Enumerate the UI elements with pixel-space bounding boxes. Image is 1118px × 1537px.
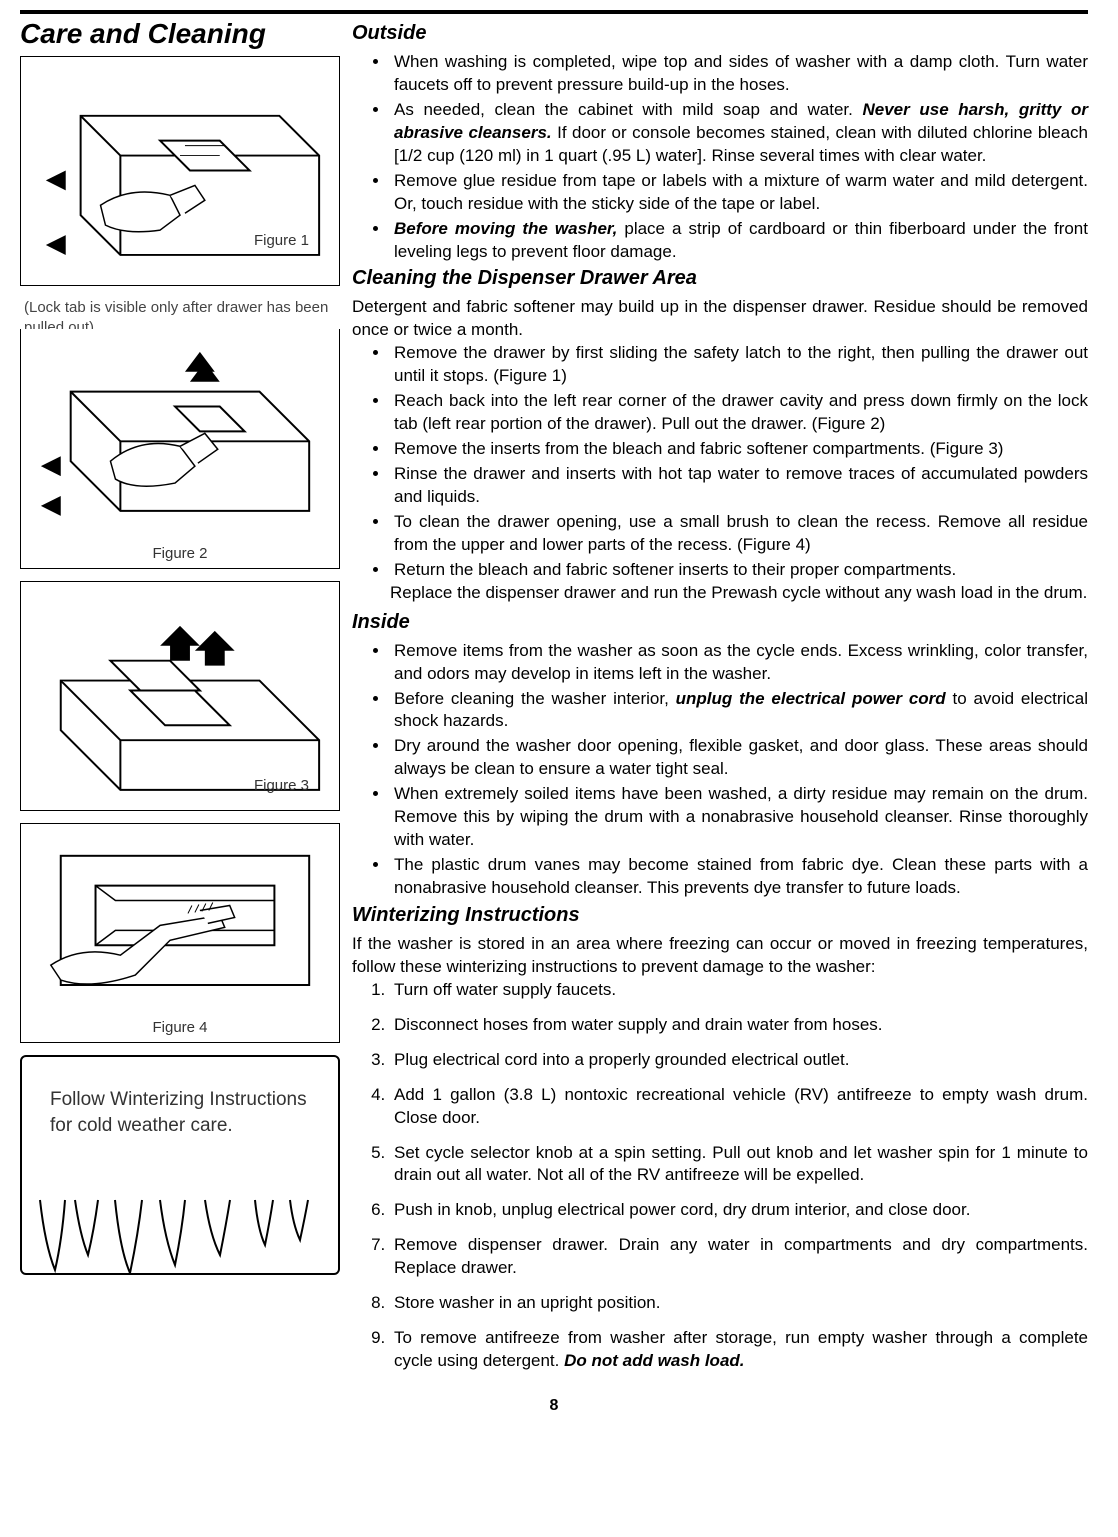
list-item: To clean the drawer opening, use a small… <box>390 511 1088 557</box>
list-item: Before moving the washer, place a strip … <box>390 218 1088 264</box>
list-item: Remove dispenser drawer. Drain any water… <box>390 1234 1088 1280</box>
list-item: Rinse the drawer and inserts with hot ta… <box>390 463 1088 509</box>
winterizing-steps: Turn off water supply faucets. Disconnec… <box>352 979 1088 1373</box>
list-item: Turn off water supply faucets. <box>390 979 1088 1002</box>
arrow-up-icon <box>195 631 235 666</box>
list-item: Remove the drawer by first sliding the s… <box>390 342 1088 388</box>
figure-4-caption: Figure 4 <box>152 1015 207 1042</box>
list-item: Reach back into the left rear corner of … <box>390 390 1088 436</box>
arrow-icon <box>46 235 66 255</box>
outside-list: When washing is completed, wipe top and … <box>352 51 1088 263</box>
list-item: Store washer in an upright position. <box>390 1292 1088 1315</box>
top-rule <box>20 10 1088 14</box>
icicle-icon <box>22 1195 338 1275</box>
arrow-icon <box>46 171 66 191</box>
dispenser-list: Remove the drawer by first sliding the s… <box>352 342 1088 581</box>
list-item: Plug electrical cord into a properly gro… <box>390 1049 1088 1072</box>
list-item: To remove antifreeze from washer after s… <box>390 1327 1088 1373</box>
list-item: Dry around the washer door opening, flex… <box>390 735 1088 781</box>
inside-list: Remove items from the washer as soon as … <box>352 640 1088 900</box>
winterizing-intro: If the washer is stored in an area where… <box>352 933 1088 979</box>
arrow-up-icon <box>160 626 200 661</box>
list-item: Push in knob, unplug electrical power co… <box>390 1199 1088 1222</box>
list-item: Remove items from the washer as soon as … <box>390 640 1088 686</box>
arrow-icon <box>41 457 61 477</box>
list-item: When washing is completed, wipe top and … <box>390 51 1088 97</box>
figure-1-caption: Figure 1 <box>254 228 309 255</box>
heading-dispenser: Cleaning the Dispenser Drawer Area <box>352 265 1088 292</box>
winterizing-callout: Follow Winterizing Instructions for cold… <box>20 1055 340 1275</box>
list-item: Remove glue residue from tape or labels … <box>390 170 1088 216</box>
figure-1-box: Figure 1 <box>20 56 340 286</box>
page-content: Care and Cleaning Figure 1 <box>20 18 1088 1385</box>
dispenser-continue: Replace the dispenser drawer and run the… <box>352 582 1088 605</box>
figure-3-box: Figure 3 <box>20 581 340 811</box>
figure-2-illustration <box>21 332 339 541</box>
list-item: Set cycle selector knob at a spin settin… <box>390 1142 1088 1188</box>
heading-inside: Inside <box>352 609 1088 636</box>
list-item: Remove the inserts from the bleach and f… <box>390 438 1088 461</box>
list-item: The plastic drum vanes may become staine… <box>390 854 1088 900</box>
page-number: 8 <box>20 1397 1088 1415</box>
list-item: Before cleaning the washer interior, unp… <box>390 688 1088 734</box>
figure-2-box: Figure 2 <box>20 329 340 569</box>
right-column: Outside When washing is completed, wipe … <box>352 18 1088 1385</box>
figure-4-illustration <box>21 826 339 1015</box>
list-item: Return the bleach and fabric softener in… <box>390 559 1088 582</box>
dispenser-intro: Detergent and fabric softener may build … <box>352 296 1088 342</box>
list-item: As needed, clean the cabinet with mild s… <box>390 99 1088 168</box>
figure-4-box: Figure 4 <box>20 823 340 1043</box>
list-item: Disconnect hoses from water supply and d… <box>390 1014 1088 1037</box>
list-item: When extremely soiled items have been wa… <box>390 783 1088 852</box>
heading-outside: Outside <box>352 20 1088 47</box>
figure-2-group: (Lock tab is visible only after drawer h… <box>20 298 340 569</box>
heading-winterizing: Winterizing Instructions <box>352 902 1088 929</box>
list-item: Add 1 gallon (3.8 L) nontoxic recreation… <box>390 1084 1088 1130</box>
left-column: Care and Cleaning Figure 1 <box>20 18 340 1385</box>
main-title: Care and Cleaning <box>20 18 340 50</box>
figure-3-caption: Figure 3 <box>254 773 309 800</box>
figure-2-caption: Figure 2 <box>152 541 207 568</box>
arrow-icon <box>41 496 61 516</box>
winter-callout-text: Follow Winterizing Instructions for cold… <box>50 1089 307 1136</box>
figure-1-illustration <box>21 86 339 285</box>
